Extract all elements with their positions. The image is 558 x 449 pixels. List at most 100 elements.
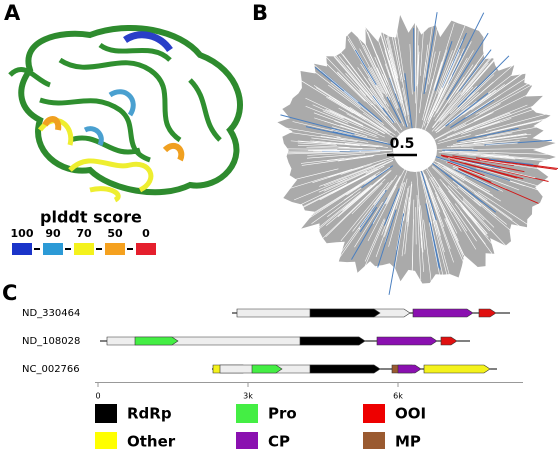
tree-branch xyxy=(355,31,391,101)
tree-branch xyxy=(432,220,451,288)
tree-branch xyxy=(280,114,355,135)
tree-branch xyxy=(383,20,399,79)
tree-branch xyxy=(485,110,558,131)
tree-branch xyxy=(409,44,413,95)
tree-branch xyxy=(431,86,474,132)
tree-branch xyxy=(367,185,397,242)
tree-branch xyxy=(454,203,486,245)
tree-branch xyxy=(386,96,402,123)
tree-branch xyxy=(460,210,493,254)
tree-branch xyxy=(462,207,486,236)
tree-branch xyxy=(475,77,540,115)
x-tick-label: 0 xyxy=(95,392,100,401)
tree-branch xyxy=(274,168,339,185)
tree-branch xyxy=(340,125,379,139)
tree-branch xyxy=(342,170,391,211)
tree-branch xyxy=(424,173,439,209)
tree-branch xyxy=(326,174,386,226)
tree-branch xyxy=(417,51,420,85)
tree-branch xyxy=(393,33,404,86)
panel-label: C xyxy=(2,281,17,305)
tree-branch xyxy=(359,150,392,152)
tree-branch xyxy=(380,26,397,82)
tree-branch xyxy=(392,216,404,278)
tree-branch xyxy=(471,73,522,111)
tree-branch xyxy=(338,107,386,134)
tree-branch xyxy=(442,113,512,141)
tree-branch xyxy=(452,167,504,192)
legend-swatch xyxy=(236,432,258,449)
tree-branch xyxy=(322,110,385,138)
gene xyxy=(376,336,438,346)
gene xyxy=(299,336,366,346)
legend-swatch xyxy=(363,404,385,423)
tree-branch xyxy=(415,54,419,131)
tree-branch xyxy=(360,63,387,105)
tree-branch xyxy=(430,176,453,212)
legend-swatch xyxy=(12,243,32,255)
tree-branch xyxy=(386,37,406,114)
legend-swatch xyxy=(95,404,117,423)
tree-branch xyxy=(419,8,426,76)
tree-branch xyxy=(457,55,510,108)
tree-branch xyxy=(333,56,376,105)
tree-branch xyxy=(361,165,394,189)
tree-branch xyxy=(442,182,489,238)
tree-branch xyxy=(433,176,477,242)
tree-branch xyxy=(337,170,392,217)
tree-branch xyxy=(384,50,409,127)
tree-branch xyxy=(340,164,372,175)
tree-branch xyxy=(332,126,368,137)
tree-branch xyxy=(276,169,353,193)
tree-branch xyxy=(358,29,389,94)
legend-label: CP xyxy=(268,433,290,449)
tree-branch xyxy=(437,163,465,182)
tree-branch xyxy=(346,64,383,110)
tree-branch xyxy=(438,187,468,232)
tree-branch xyxy=(332,211,373,267)
tree-branch xyxy=(388,60,402,104)
tree-branch xyxy=(368,78,403,131)
tree-branch xyxy=(402,87,410,123)
tree-branch xyxy=(326,96,354,114)
tree-branch xyxy=(313,187,370,234)
legend-label: Pro xyxy=(268,405,297,423)
tree-branch xyxy=(305,106,349,124)
tree-branch xyxy=(435,103,501,140)
tree-branch xyxy=(446,32,489,100)
tree-branch xyxy=(451,143,484,148)
gene xyxy=(478,308,497,318)
legend-label: OOI xyxy=(395,405,426,423)
tree-branch xyxy=(297,140,360,147)
tree-branch xyxy=(475,108,535,130)
tree-branch xyxy=(387,15,402,82)
tree-branch xyxy=(363,76,389,112)
tree-branch xyxy=(480,118,512,129)
tree-branch xyxy=(446,141,493,147)
tree-branch xyxy=(443,20,468,80)
tree-branch xyxy=(490,115,558,133)
tree-branch xyxy=(437,147,474,150)
tree-branch xyxy=(301,177,371,222)
tree-branch xyxy=(304,184,372,240)
tree-branch xyxy=(423,50,453,127)
tree-branch xyxy=(447,185,490,232)
tree-branch xyxy=(320,37,368,94)
tree-branch xyxy=(450,161,481,172)
tree-branch xyxy=(435,91,479,132)
tree-branch xyxy=(354,49,377,86)
tree-branch xyxy=(372,175,401,224)
tree-branch xyxy=(423,61,443,122)
legend-swatch xyxy=(74,243,94,255)
scale-label: 0.5 xyxy=(390,136,415,152)
tree-branch xyxy=(459,202,488,235)
tree-branch xyxy=(367,31,399,109)
tree-branch xyxy=(440,154,482,164)
tree-branch xyxy=(466,69,497,99)
tree-branch xyxy=(425,22,439,92)
tree-branch xyxy=(362,112,392,133)
tree-branch xyxy=(455,26,504,94)
tree-branch xyxy=(340,191,386,254)
tree-branch xyxy=(351,197,388,260)
tree-branch xyxy=(458,185,507,225)
